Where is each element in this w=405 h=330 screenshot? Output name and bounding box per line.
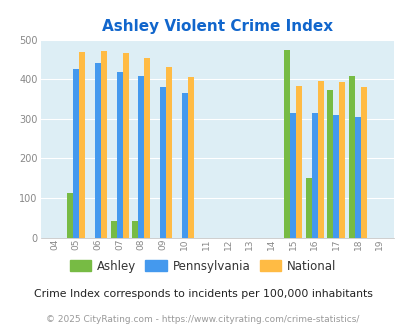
Bar: [360, 87, 366, 238]
Bar: [144, 58, 150, 238]
Bar: [326, 90, 333, 238]
Bar: [305, 178, 311, 238]
Bar: [138, 76, 144, 238]
Bar: [79, 52, 85, 238]
Bar: [116, 72, 122, 238]
Text: © 2025 CityRating.com - https://www.cityrating.com/crime-statistics/: © 2025 CityRating.com - https://www.city…: [46, 315, 359, 324]
Bar: [354, 117, 360, 238]
Bar: [101, 51, 107, 238]
Bar: [166, 67, 172, 238]
Bar: [67, 193, 73, 238]
Bar: [339, 82, 345, 238]
Bar: [95, 63, 101, 238]
Bar: [283, 50, 289, 238]
Title: Ashley Violent Crime Index: Ashley Violent Crime Index: [101, 19, 332, 34]
Legend: Ashley, Pennsylvania, National: Ashley, Pennsylvania, National: [65, 255, 340, 278]
Text: Crime Index corresponds to incidents per 100,000 inhabitants: Crime Index corresponds to incidents per…: [34, 289, 371, 299]
Bar: [73, 69, 79, 238]
Bar: [348, 77, 354, 238]
Bar: [132, 220, 138, 238]
Bar: [122, 53, 128, 238]
Bar: [295, 86, 301, 238]
Bar: [311, 113, 317, 238]
Bar: [181, 93, 187, 238]
Bar: [333, 115, 339, 238]
Bar: [317, 81, 323, 238]
Bar: [160, 87, 166, 238]
Bar: [110, 220, 116, 238]
Bar: [289, 113, 295, 238]
Bar: [187, 77, 193, 238]
